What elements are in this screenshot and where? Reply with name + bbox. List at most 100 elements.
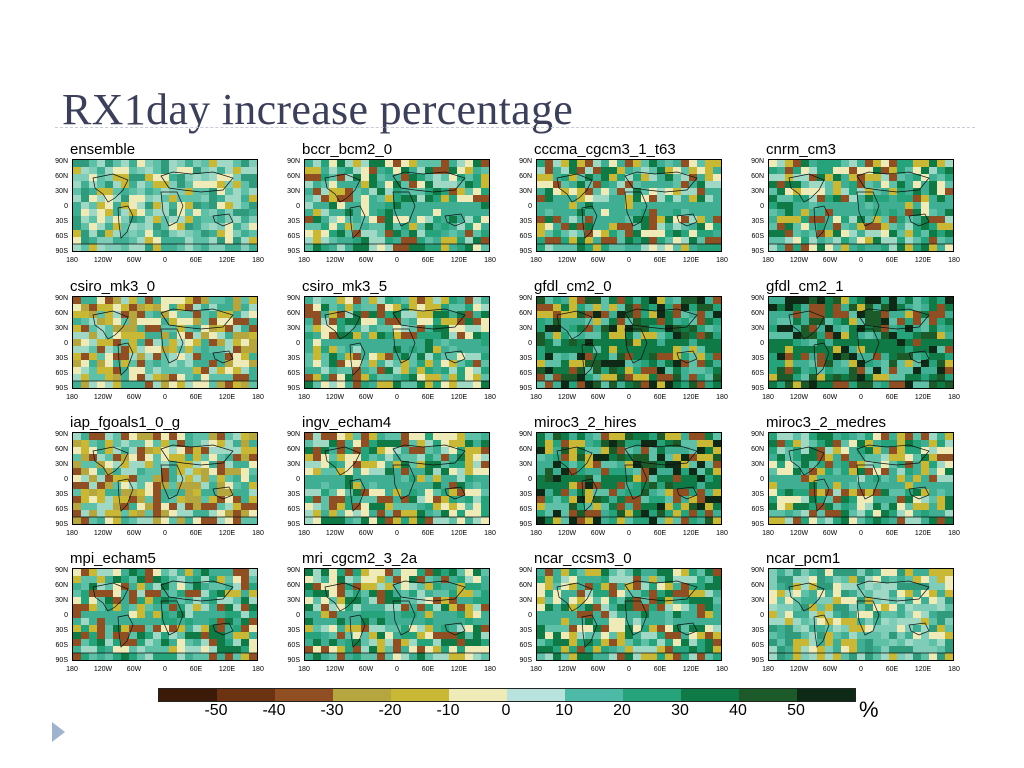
slide-title: RX1day increase percentage	[62, 85, 574, 134]
world-map	[72, 159, 258, 252]
world-map	[304, 432, 490, 525]
longitude-tick-label: 180	[484, 530, 496, 537]
latitude-tick-label: 60S	[287, 233, 300, 240]
longitude-tick-label: 120W	[93, 530, 113, 537]
latitude-tick-label: 30N	[519, 597, 532, 604]
longitude-tick-label: 180	[716, 666, 728, 673]
longitude-tick-label: 180	[252, 257, 264, 264]
longitude-tick-label: 60W	[590, 257, 606, 264]
latitude-tick-label: 30S	[519, 218, 532, 225]
panel-title: mpi_echam5	[70, 550, 156, 567]
map-panel: mri_cgcm2_3_2a 90N 60N 30N 0 30S 60S 90S 180 120W…	[280, 550, 505, 682]
longitude-tick-label: 60W	[358, 394, 374, 401]
latitude-tick-label: 30N	[55, 461, 68, 468]
longitude-tick-label: 180	[762, 394, 774, 401]
panel-title: mri_cgcm2_3_2a	[302, 550, 418, 567]
percentage-field	[73, 160, 257, 251]
latitude-tick-label: 60N	[287, 446, 300, 453]
panel-title: ncar_ccsm3_0	[534, 550, 632, 567]
longitude-tick-label: 180	[252, 666, 264, 673]
latitude-tick-label: 30S	[55, 218, 68, 225]
latitude-tick-label: 30S	[751, 355, 764, 362]
longitude-tick-label: 60W	[822, 257, 838, 264]
longitude-tick-label: 120E	[914, 666, 932, 673]
longitude-tick-label: 60E	[421, 666, 435, 673]
panel-title: csiro_mk3_0	[70, 278, 156, 295]
longitude-tick-label: 60W	[358, 257, 374, 264]
latitude-tick-label: 30S	[751, 218, 764, 225]
longitude-tick-label: 120W	[789, 666, 809, 673]
longitude-tick-label: 60E	[189, 666, 203, 673]
latitude-tick-label: 60N	[519, 173, 532, 180]
longitude-tick-label: 120E	[914, 394, 932, 401]
longitude-tick-label: 60E	[189, 530, 203, 537]
colorbar-tick-label: -20	[378, 702, 402, 719]
latitude-tick-label: 30N	[519, 188, 532, 195]
latitude-tick-label: 90N	[55, 295, 68, 302]
panel-title: ensemble	[70, 141, 136, 158]
longitude-tick-label: 0	[859, 257, 863, 264]
colorbar-segment	[507, 689, 565, 701]
longitude-tick-label: 60E	[653, 530, 667, 537]
longitude-tick-label: 180	[66, 257, 78, 264]
latitude-tick-label: 0	[528, 476, 532, 483]
longitude-tick-label: 0	[627, 530, 631, 537]
longitude-tick-label: 180	[948, 257, 960, 264]
longitude-tick-label: 120E	[218, 257, 236, 264]
latitude-tick-label: 30S	[287, 355, 300, 362]
latitude-tick-label: 0	[64, 612, 68, 619]
colorbar-segment	[565, 689, 623, 701]
longitude-tick-label: 0	[627, 394, 631, 401]
longitude-tick-label: 180	[762, 257, 774, 264]
longitude-tick-label: 180	[716, 530, 728, 537]
latitude-tick-label: 0	[528, 203, 532, 210]
next-slide-arrow-icon[interactable]	[52, 722, 65, 742]
longitude-tick-label: 0	[163, 666, 167, 673]
latitude-tick-label: 60S	[751, 642, 764, 649]
latitude-tick-label: 90N	[55, 431, 68, 438]
colorbar-segment	[449, 689, 507, 701]
latitude-tick-label: 90S	[55, 385, 68, 392]
map-panel: iap_fgoals1_0_g 90N 60N 30N 0 30S 60S 90S 180 120…	[48, 414, 273, 546]
latitude-tick-label: 30N	[287, 461, 300, 468]
colorbar-tick-label: 20	[613, 702, 631, 719]
longitude-tick-label: 0	[395, 394, 399, 401]
longitude-tick-label: 60W	[822, 394, 838, 401]
latitude-tick-label: 90N	[519, 567, 532, 574]
colorbar-segment	[333, 689, 391, 701]
latitude-tick-label: 60S	[55, 233, 68, 240]
longitude-tick-label: 180	[66, 530, 78, 537]
latitude-tick-label: 0	[760, 612, 764, 619]
colorbar-segment	[159, 689, 217, 701]
map-panel: ncar_ccsm3_0 90N 60N 30N 0 30S 60S 90S 180 120W 60…	[512, 550, 737, 682]
latitude-tick-label: 30N	[287, 188, 300, 195]
colorbar-segment	[739, 689, 797, 701]
latitude-tick-label: 60N	[751, 582, 764, 589]
longitude-tick-label: 180	[762, 666, 774, 673]
latitude-tick-label: 0	[528, 340, 532, 347]
latitude-tick-label: 90S	[519, 521, 532, 528]
world-map	[536, 159, 722, 252]
latitude-tick-label: 60S	[751, 370, 764, 377]
latitude-tick-label: 60S	[55, 370, 68, 377]
longitude-tick-label: 0	[395, 530, 399, 537]
map-panel: cccma_cgcm3_1_t63 90N 60N 30N 0 30S 60S 90S 180 1…	[512, 141, 737, 273]
longitude-tick-label: 120W	[789, 257, 809, 264]
latitude-tick-label: 90S	[751, 385, 764, 392]
colorbar-tick-label: 50	[787, 702, 805, 719]
longitude-tick-label: 180	[762, 530, 774, 537]
latitude-tick-label: 30S	[519, 355, 532, 362]
longitude-tick-label: 60E	[189, 257, 203, 264]
longitude-tick-label: 120W	[325, 394, 345, 401]
longitude-tick-label: 60W	[590, 530, 606, 537]
latitude-tick-label: 30S	[55, 627, 68, 634]
map-panel: csiro_mk3_5 90N 60N 30N 0 30S 60S 90S 180 120W 60W…	[280, 278, 505, 410]
longitude-tick-label: 0	[395, 257, 399, 264]
longitude-tick-label: 120W	[325, 666, 345, 673]
longitude-tick-label: 180	[298, 394, 310, 401]
longitude-tick-label: 60W	[358, 530, 374, 537]
latitude-tick-label: 60N	[55, 446, 68, 453]
panel-title: gfdl_cm2_1	[766, 278, 844, 295]
colorbar-segment	[391, 689, 449, 701]
latitude-tick-label: 60S	[519, 642, 532, 649]
